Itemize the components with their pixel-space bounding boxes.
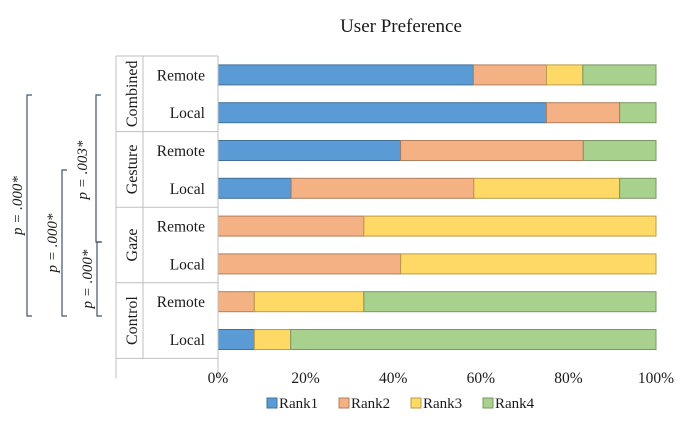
bar-rank2-local-gesture <box>290 177 475 199</box>
legend-label-rank3: Rank3 <box>423 396 462 412</box>
category-label: Remote <box>157 294 205 311</box>
legend-label-rank4: Rank4 <box>495 396 535 412</box>
category-label: Local <box>170 181 205 198</box>
category-label: Local <box>170 105 205 122</box>
legend-swatch-rank2 <box>338 397 350 409</box>
legend-swatch-rank4 <box>482 397 494 409</box>
bar-rank4-remote-gesture <box>582 140 657 161</box>
group-label: Control <box>124 296 141 345</box>
legend-label-rank2: Rank2 <box>351 396 390 412</box>
x-tick-label: 60% <box>467 370 496 387</box>
x-tick-label: 80% <box>554 370 583 387</box>
bar-rank1-remote-gesture <box>217 140 402 161</box>
bar-rank4-local-combined <box>619 102 657 124</box>
bar-rank3-remote-combined <box>546 64 584 86</box>
bar-rank4-local-gesture <box>619 177 657 199</box>
legend: Rank1 Rank2 Rank3 Rank4 <box>266 396 535 412</box>
significance-annotations: p = .000* p = .000* p = .000* p = .003* <box>10 94 102 317</box>
bar-rank2-remote-gesture <box>400 140 584 161</box>
significance-bracket <box>61 169 67 317</box>
x-tick-label: 20% <box>291 370 320 387</box>
bar-rank4-remote-control <box>363 291 657 313</box>
bar-rank2-local-gaze <box>217 253 402 275</box>
legend-swatch-rank1 <box>266 397 278 409</box>
group-label: Gesture <box>124 145 141 195</box>
p-value-label: p = .000* <box>80 249 96 309</box>
significance-bracket <box>26 94 32 317</box>
bar-rank2-remote-control <box>217 291 255 313</box>
bar-rank2-remote-combined <box>472 64 548 86</box>
bar-rank1-remote-combined <box>217 64 474 86</box>
group-labels: Combined Gesture Gaze Control <box>124 60 141 345</box>
bars-layer <box>217 64 657 350</box>
category-label: Local <box>170 256 205 273</box>
group-label: Gaze <box>124 229 141 262</box>
legend-label-rank1: Rank1 <box>279 396 318 412</box>
bar-rank4-remote-combined <box>582 64 657 86</box>
bar-rank3-remote-control <box>253 291 365 313</box>
category-labels: Remote Local Remote Local Remote Local Remote L… <box>115 55 219 379</box>
category-label: Remote <box>157 143 205 160</box>
bar-rank3-local-control <box>253 329 292 350</box>
category-label: Remote <box>157 67 205 84</box>
x-tick-label: 0% <box>208 370 229 387</box>
bar-rank2-local-combined <box>546 102 621 124</box>
p-value-label: p = .000* <box>10 176 26 236</box>
bar-rank1-local-combined <box>217 102 547 124</box>
group-label: Combined <box>124 60 141 127</box>
bar-rank1-local-control <box>217 329 255 350</box>
bar-rank2-remote-gaze <box>217 215 365 237</box>
x-tick-labels: 0% 20% 40% 60% 80% 100% <box>208 370 675 387</box>
significance-bracket <box>96 241 102 317</box>
chart-title: User Preference <box>340 16 462 37</box>
p-value-label: p = .003* <box>75 140 91 200</box>
bar-rank3-local-gaze <box>400 253 657 275</box>
bar-rank3-local-gesture <box>473 177 621 199</box>
bar-rank4-local-control <box>290 329 657 350</box>
category-label: Local <box>170 332 205 349</box>
bar-rank1-local-gesture <box>217 177 292 199</box>
bar-rank3-remote-gaze <box>363 215 657 237</box>
legend-swatch-rank3 <box>410 397 422 409</box>
significance-bracket <box>95 94 101 243</box>
x-tick-label: 40% <box>379 370 408 387</box>
category-label: Remote <box>157 219 205 236</box>
x-tick-label: 100% <box>638 370 674 387</box>
p-value-label: p = .000* <box>45 213 61 273</box>
